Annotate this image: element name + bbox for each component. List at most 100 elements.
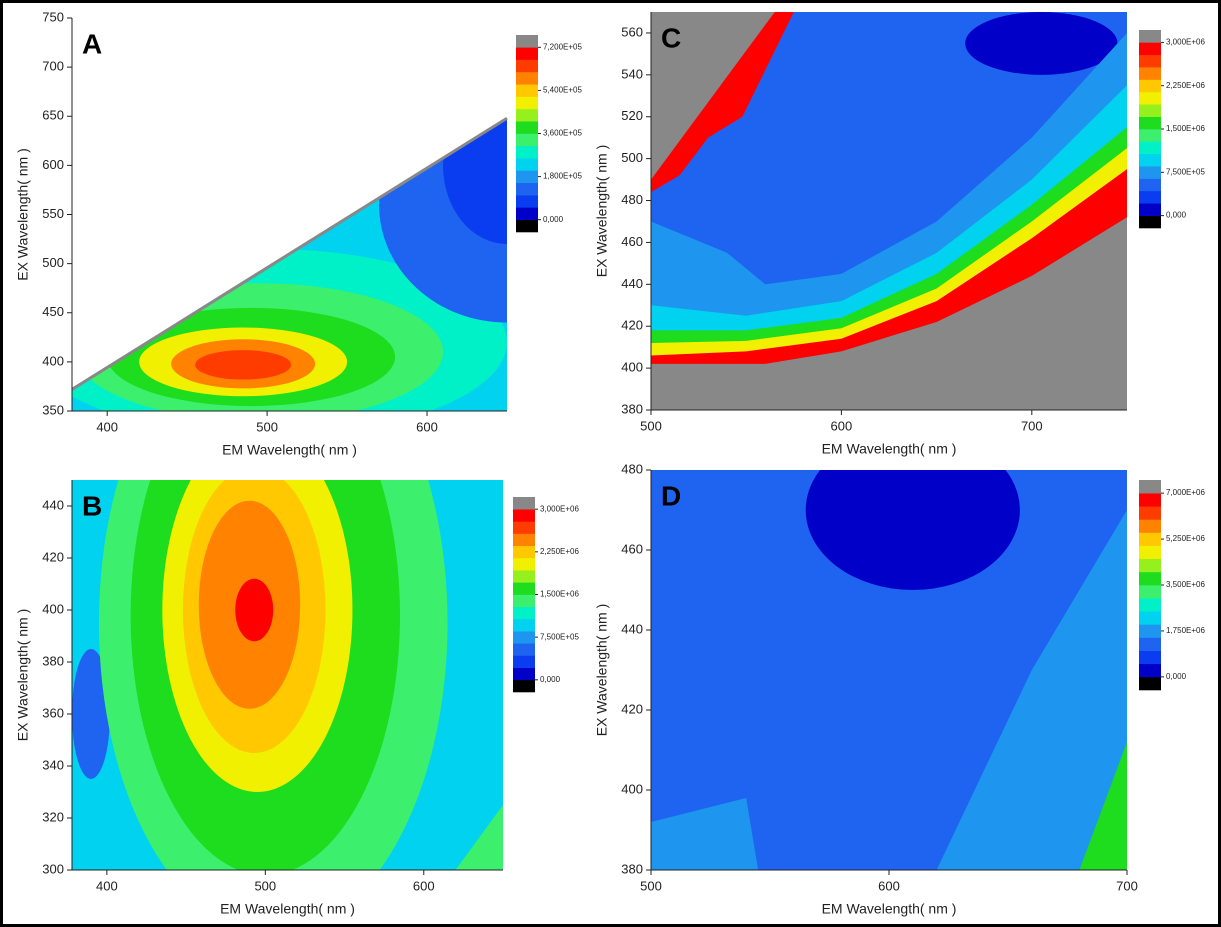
x-tick-label: 600 [831, 418, 853, 433]
colorbar-band [1139, 598, 1161, 612]
contour-region [965, 12, 1118, 75]
colorbar-tick-label: 0,000 [1166, 672, 1187, 681]
colorbar-band [1139, 676, 1161, 691]
colorbar-band [1139, 116, 1161, 130]
contour-region [235, 578, 274, 642]
colorbar-band [1139, 203, 1161, 216]
y-tick-label: 420 [621, 701, 643, 716]
colorbar-band [516, 207, 538, 220]
colorbar-band [516, 108, 538, 122]
x-tick-label: 600 [413, 878, 435, 893]
y-tick-label: 450 [42, 304, 64, 319]
colorbar-band [516, 47, 538, 60]
colorbar-band [516, 145, 538, 159]
panel-letter: A [82, 28, 102, 59]
colorbar-tick-label: 3,500E+06 [1166, 580, 1205, 589]
colorbar-band [513, 497, 535, 510]
y-tick-label: 350 [42, 402, 64, 417]
colorbar-tick-label: 5,250E+06 [1166, 534, 1205, 543]
y-tick-label: 320 [42, 809, 64, 824]
colorbar-band [1139, 153, 1161, 167]
x-axis-label: EM Wavelength( nm ) [220, 901, 355, 917]
y-tick-label: 550 [42, 206, 64, 221]
colorbar-band [513, 618, 535, 632]
colorbar-band [1139, 141, 1161, 155]
y-tick-label: 340 [42, 757, 64, 772]
colorbar-tick-label: 0,000 [1166, 211, 1187, 220]
colorbar-tick-label: 1,500E+06 [540, 590, 579, 599]
x-tick-label: 400 [96, 878, 118, 893]
contour-region [195, 350, 292, 380]
y-tick-label: 480 [621, 461, 643, 476]
colorbar-band [516, 195, 538, 208]
contour-region [72, 649, 111, 779]
colorbar-band [1139, 30, 1161, 43]
colorbar-band [1139, 54, 1161, 68]
colorbar-band [513, 655, 535, 668]
colorbar-tick-label: 7,200E+05 [543, 42, 582, 51]
contour-plot [651, 470, 1127, 870]
panel-letter: D [661, 480, 681, 511]
colorbar-band [516, 35, 538, 48]
colorbar-tick-label: 3,000E+06 [540, 504, 579, 513]
y-axis-label: EX Wavelength( nm ) [594, 145, 610, 278]
colorbar-band [1139, 650, 1161, 665]
x-axis-label: EM Wavelength( nm ) [822, 901, 957, 917]
contour-region [651, 217, 1127, 410]
x-tick-label: 600 [878, 878, 900, 893]
colorbar-band [516, 71, 538, 85]
colorbar-band [513, 667, 535, 681]
x-tick-label: 500 [640, 418, 662, 433]
y-tick-label: 560 [621, 24, 643, 39]
y-axis-label: EX Wavelength( nm ) [15, 609, 31, 742]
y-tick-label: 460 [621, 234, 643, 249]
contour-region [651, 798, 759, 870]
colorbar-band [1139, 624, 1161, 638]
y-tick-label: 480 [621, 192, 643, 207]
y-tick-label: 420 [621, 318, 643, 333]
colorbar-tick-label: 0,000 [543, 215, 564, 224]
colorbar-band [1139, 129, 1161, 142]
y-tick-label: 750 [42, 9, 64, 24]
colorbar-tick-label: 7,500E+05 [540, 632, 579, 641]
panel-letter: B [82, 490, 102, 521]
contour-region [651, 12, 775, 180]
y-tick-label: 380 [42, 653, 64, 668]
colorbar-tick-label: 1,750E+06 [1166, 626, 1205, 635]
colorbar-tick-label: 2,250E+06 [1166, 81, 1205, 90]
y-tick-label: 360 [42, 705, 64, 720]
y-tick-label: 380 [621, 401, 643, 416]
colorbar-band [513, 594, 535, 607]
y-tick-label: 600 [42, 157, 64, 172]
contour-plot [72, 480, 503, 870]
colorbar-band [513, 679, 535, 693]
colorbar-band [1139, 558, 1161, 573]
colorbar-band [516, 84, 538, 97]
contour-region [936, 510, 1127, 870]
y-tick-label: 300 [42, 861, 64, 876]
x-tick-label: 500 [254, 878, 276, 893]
x-tick-label: 700 [1116, 878, 1138, 893]
colorbar-band [516, 96, 538, 110]
colorbar-band [513, 582, 535, 595]
colorbar-band [516, 219, 538, 233]
x-tick-label: 500 [640, 878, 662, 893]
colorbar-band [1139, 663, 1161, 678]
colorbar-tick-label: 1,500E+06 [1166, 124, 1205, 133]
colorbar-band [1139, 67, 1161, 80]
y-axis-label: EX Wavelength( nm ) [15, 148, 31, 281]
colorbar-tick-label: 2,250E+06 [540, 547, 579, 556]
y-tick-label: 400 [621, 360, 643, 375]
colorbar-tick-label: 7,000E+06 [1166, 488, 1205, 497]
y-tick-label: 460 [621, 541, 643, 556]
colorbar-tick-label: 3,000E+06 [1166, 37, 1205, 46]
y-tick-label: 400 [621, 781, 643, 796]
x-tick-label: 500 [256, 419, 278, 434]
colorbar-band [513, 570, 535, 583]
y-tick-label: 440 [621, 621, 643, 636]
colorbar-band [513, 557, 535, 571]
x-tick-label: 400 [96, 419, 118, 434]
colorbar-band [513, 606, 535, 620]
colorbar-band [513, 521, 535, 534]
